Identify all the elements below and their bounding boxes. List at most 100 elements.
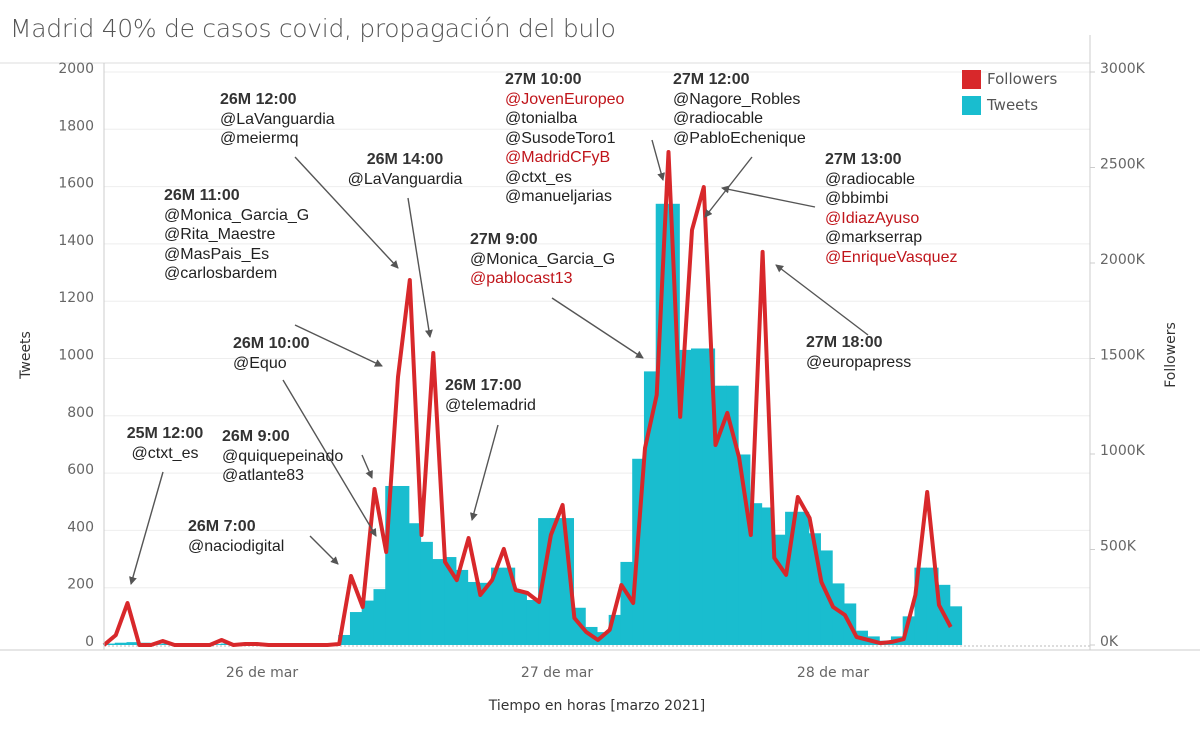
y-axis-title: Tweets <box>18 331 34 380</box>
y2-tick-label: 500K <box>1100 539 1137 555</box>
annotation-account: @carlosbardem <box>164 265 278 282</box>
y-axis-ticks: 0 200 400 600 800 1000 1200 1400 1600 1800 2000 <box>58 61 94 650</box>
y2-tick-label: 0K <box>1100 634 1119 650</box>
arrow-27m-10 <box>651 139 666 181</box>
annotation-account: @telemadrid <box>445 396 536 414</box>
annotation: 26M 7:00 @naciodigital <box>188 517 284 556</box>
tweets-bar <box>761 507 774 645</box>
annotation-account: @meiermq <box>220 130 299 147</box>
annotation-time: 26M 12:00 <box>220 91 297 108</box>
annotation-account: @naciodigital <box>188 537 285 555</box>
followers-swatch <box>962 69 981 89</box>
tweets-bar <box>526 600 539 645</box>
y2-tick-label: 1500K <box>1100 348 1146 364</box>
y2-tick-label: 3000K <box>1100 61 1146 77</box>
arrow-27m-18 <box>775 264 869 336</box>
annotation-account: @atlante83 <box>222 467 305 484</box>
annotation-account: @EnriqueVasquez <box>825 248 958 266</box>
legend: Followers Tweets <box>962 66 1057 118</box>
y-tick-label: 400 <box>67 519 94 535</box>
tweets-bar <box>620 561 633 645</box>
tweets-bar <box>479 582 492 645</box>
y-tick-label: 600 <box>67 462 94 478</box>
annotation-time: 26M 7:00 <box>188 518 256 535</box>
tweets-bar <box>432 559 445 645</box>
annotation-account: @ctxt_es <box>131 444 199 462</box>
arrow-26m-7 <box>309 535 339 565</box>
tweets-bar <box>397 485 410 645</box>
y2-tick-label: 1000K <box>1100 443 1146 459</box>
annotation: 27M 18:00 @europapress <box>806 333 911 372</box>
annotation-account: @LaVanguardia <box>347 170 463 188</box>
legend-label: Followers <box>987 70 1058 88</box>
annotation-time: 26M 14:00 <box>366 151 444 168</box>
arrow-27m-9 <box>551 297 644 359</box>
tweets-bar <box>444 557 457 645</box>
x-tick-label: 28 de mar <box>797 665 869 681</box>
arrow-26m-17 <box>469 424 499 521</box>
annotation-account: @markserrap <box>825 229 923 246</box>
tweets-bar <box>502 567 516 645</box>
tweets-bar <box>467 581 480 645</box>
tweets-bar <box>561 518 574 645</box>
annotation-account: @Equo <box>233 354 287 372</box>
annotation-arrows <box>129 139 869 585</box>
annotation-account: @Nagore_Robles <box>673 90 801 108</box>
annotation-account: @IdiazAyuso <box>825 209 920 227</box>
arrow-25m-12 <box>129 471 164 585</box>
tweets-bar <box>408 523 422 645</box>
annotation: 27M 12:00 @Nagore_Robles @radiocable @Pablo… <box>673 70 806 148</box>
legend-label: Tweets <box>987 96 1039 114</box>
annotation-account: @ctxt_es <box>505 168 572 186</box>
gridlines <box>104 71 1090 589</box>
tweets-bar <box>549 518 563 645</box>
annotation: 26M 11:00 @Monica_Garcia_G @Rita_Maestre @M… <box>164 186 309 284</box>
annotation-account: @Monica_Garcia_G <box>470 250 616 268</box>
tweets-bar <box>114 642 128 645</box>
tweets-bar <box>126 642 139 645</box>
annotation-time: 27M 10:00 <box>505 71 582 88</box>
tweets-bar <box>679 349 692 645</box>
tweets-bar <box>785 511 798 645</box>
y-tick-label: 1400 <box>58 233 94 249</box>
tweets-bar <box>103 643 116 645</box>
arrow-26m-14 <box>407 197 433 338</box>
annotation: 26M 12:00 @LaVanguardia @meiermq <box>220 90 335 149</box>
annotation: 26M 17:00 @telemadrid <box>445 376 536 415</box>
annotation: 26M 9:00 @quiquepeinado @atlante83 <box>222 427 343 486</box>
y-tick-label: 200 <box>67 577 94 593</box>
y-tick-label: 800 <box>67 405 94 421</box>
annotation-account: @MasPais_Es <box>164 245 270 263</box>
annotation-account: @LaVanguardia <box>220 110 335 128</box>
tweets-bar <box>373 589 386 645</box>
x-tick-label: 27 de mar <box>521 665 593 681</box>
tweets-bar <box>949 606 963 645</box>
annotation-account: @MadridCFyB <box>505 149 611 166</box>
y2-axis-ticks: 0K 500K 1000K 1500K 2000K 2500K 3000K <box>1090 61 1146 650</box>
tweets-bar <box>691 348 704 645</box>
annotation: 27M 9:00 @Monica_Garcia_G @pablocast13 <box>470 230 615 289</box>
chart-title: Madrid 40% de casos covid, propagación d… <box>10 14 616 43</box>
y-tick-label: 1600 <box>58 176 94 192</box>
annotation-account: @PabloEchenique <box>673 129 806 147</box>
annotation: 26M 10:00 @Equo <box>233 334 310 373</box>
annotation-time: 26M 17:00 <box>445 377 522 394</box>
tweets-bar <box>338 634 351 645</box>
annotation-account: @radiocable <box>825 170 916 188</box>
y-tick-label: 1000 <box>58 348 94 364</box>
annotation-account: @europapress <box>806 353 912 371</box>
legend-item-tweets[interactable]: Tweets <box>962 92 1057 118</box>
followers-line <box>102 150 953 647</box>
annotation-account: @Rita_Maestre <box>164 226 276 243</box>
annotation-time: 27M 18:00 <box>806 334 883 351</box>
y-tick-label: 0 <box>85 634 94 650</box>
annotation-account: @pablocast13 <box>470 270 573 287</box>
y-tick-label: 1200 <box>58 290 94 306</box>
legend-item-followers[interactable]: Followers <box>962 66 1057 92</box>
y-tick-label: 1800 <box>58 118 94 134</box>
tweets-bar <box>361 600 375 645</box>
annotation-account: @manueljarias <box>505 188 612 205</box>
annotation-time: 26M 9:00 <box>222 428 290 445</box>
y2-tick-label: 2500K <box>1100 157 1146 173</box>
